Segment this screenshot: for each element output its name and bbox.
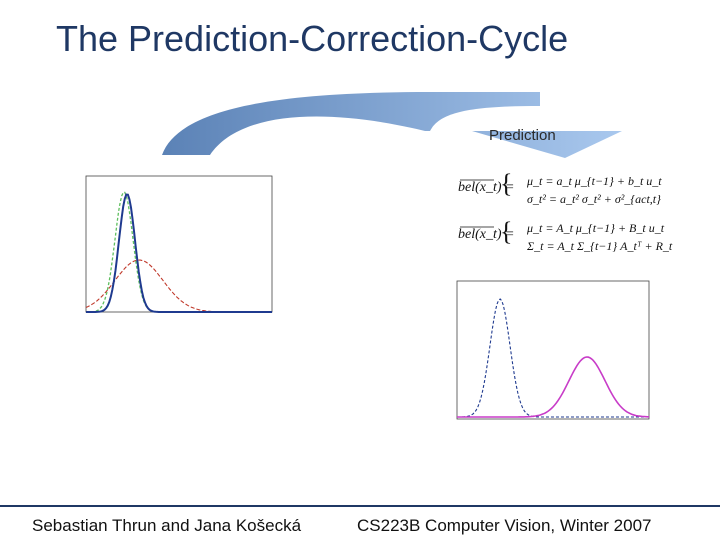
right-plot-frame bbox=[456, 280, 650, 420]
eq1-line1: μ_t = a_t μ_{t−1} + b_t u_t bbox=[527, 174, 662, 188]
right-plot bbox=[456, 280, 650, 420]
footer-divider bbox=[0, 505, 720, 507]
slide-title: The Prediction-Correction-Cycle bbox=[56, 18, 569, 59]
footer-course: CS223B Computer Vision, Winter 2007 bbox=[357, 516, 652, 535]
footer-authors: Sebastian Thrun and Jana Košecká bbox=[32, 516, 302, 535]
right-magenta-curve bbox=[457, 356, 649, 418]
svg-text:{: { bbox=[500, 169, 512, 198]
eq1-line2: σ_t² = a_t² σ_t² + σ²_{act,t} bbox=[527, 192, 661, 206]
eq2-lhs: bel(x_t) = bbox=[458, 227, 515, 242]
equation-braces: { { bbox=[460, 169, 512, 246]
eq2-line2: Σ_t = A_t Σ_{t−1} A_tᵀ + R_t bbox=[527, 239, 673, 253]
left-blue-curve bbox=[86, 193, 272, 313]
right-blue-curve bbox=[457, 298, 649, 418]
svg-text:{: { bbox=[500, 217, 512, 246]
left-green-curve bbox=[86, 191, 272, 313]
eq1-lhs: bel(x_t) = bbox=[458, 180, 515, 195]
eq2-line1: μ_t = A_t μ_{t−1} + B_t u_t bbox=[527, 221, 665, 235]
left-plot bbox=[85, 175, 273, 313]
prediction-label: Prediction bbox=[489, 127, 556, 144]
